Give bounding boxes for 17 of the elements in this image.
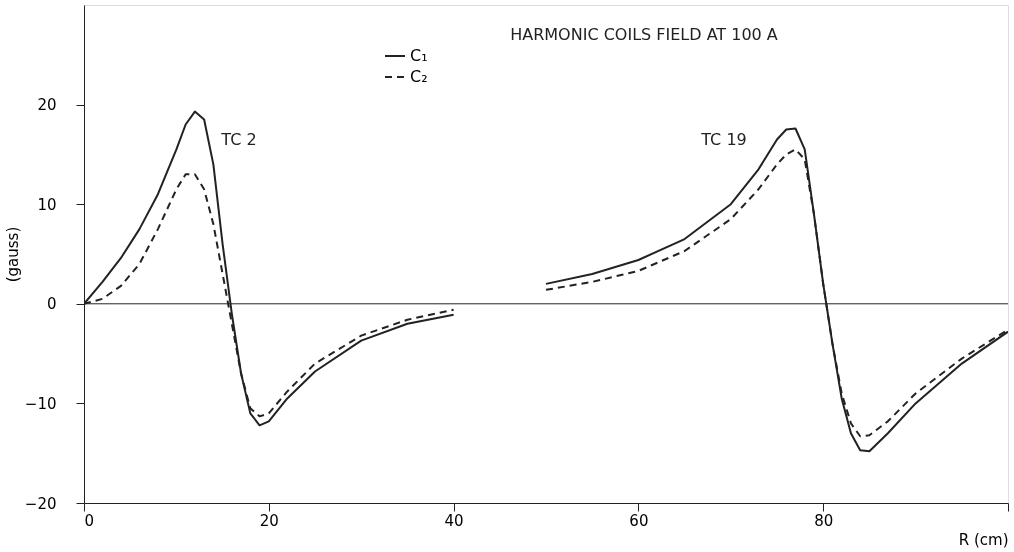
y-tick-label: 20 xyxy=(37,96,57,115)
y-tick-label: −20 xyxy=(24,494,57,513)
y-tick-label: 0 xyxy=(46,295,57,314)
y-tick-label: 10 xyxy=(37,195,57,214)
x-tick-label: 60 xyxy=(629,511,649,530)
annotation: TC 2 xyxy=(220,130,257,149)
y-tick-label: −10 xyxy=(24,394,57,413)
x-axis-title: R (cm) xyxy=(958,530,1009,549)
legend-label: C₁ xyxy=(410,46,428,65)
annotation: TC 19 xyxy=(700,130,747,149)
x-tick-label: 20 xyxy=(259,511,279,530)
x-tick-label: 0 xyxy=(84,511,95,530)
text: HARMONIC COILS FIELD AT 100 A xyxy=(510,25,778,44)
x-tick-label: 40 xyxy=(444,511,464,530)
legend-label: C₂ xyxy=(410,67,428,86)
y-axis-title: (gauss) xyxy=(3,226,22,283)
x-tick-label: 80 xyxy=(814,511,834,530)
